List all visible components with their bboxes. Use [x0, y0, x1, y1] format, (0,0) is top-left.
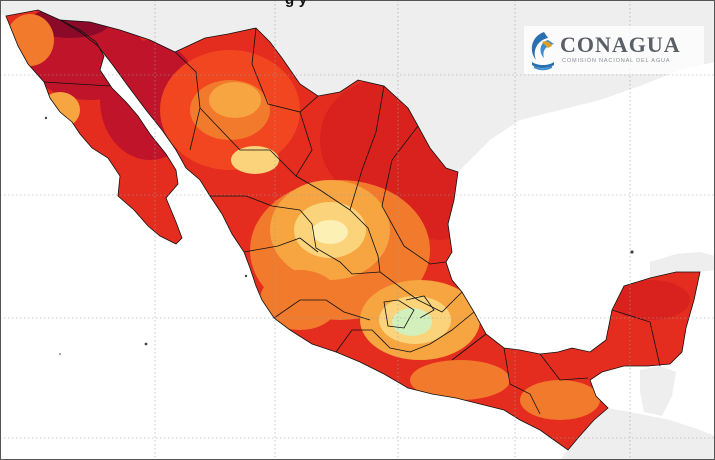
state-boundaries [5, 9, 701, 451]
belize-landmass [640, 366, 676, 416]
logo-name: CONAGUA [560, 32, 681, 57]
conagua-logo: CONAGUA COMISIÓN NACIONAL DEL AGUA [524, 26, 704, 74]
map-title: g y [285, 0, 307, 8]
central-america-landmass [560, 408, 715, 460]
logo-subtitle: COMISIÓN NACIONAL DEL AGUA [562, 58, 671, 64]
cuba-landmass [650, 252, 715, 278]
conagua-logo-icon [531, 32, 554, 71]
islands [44, 116, 634, 355]
